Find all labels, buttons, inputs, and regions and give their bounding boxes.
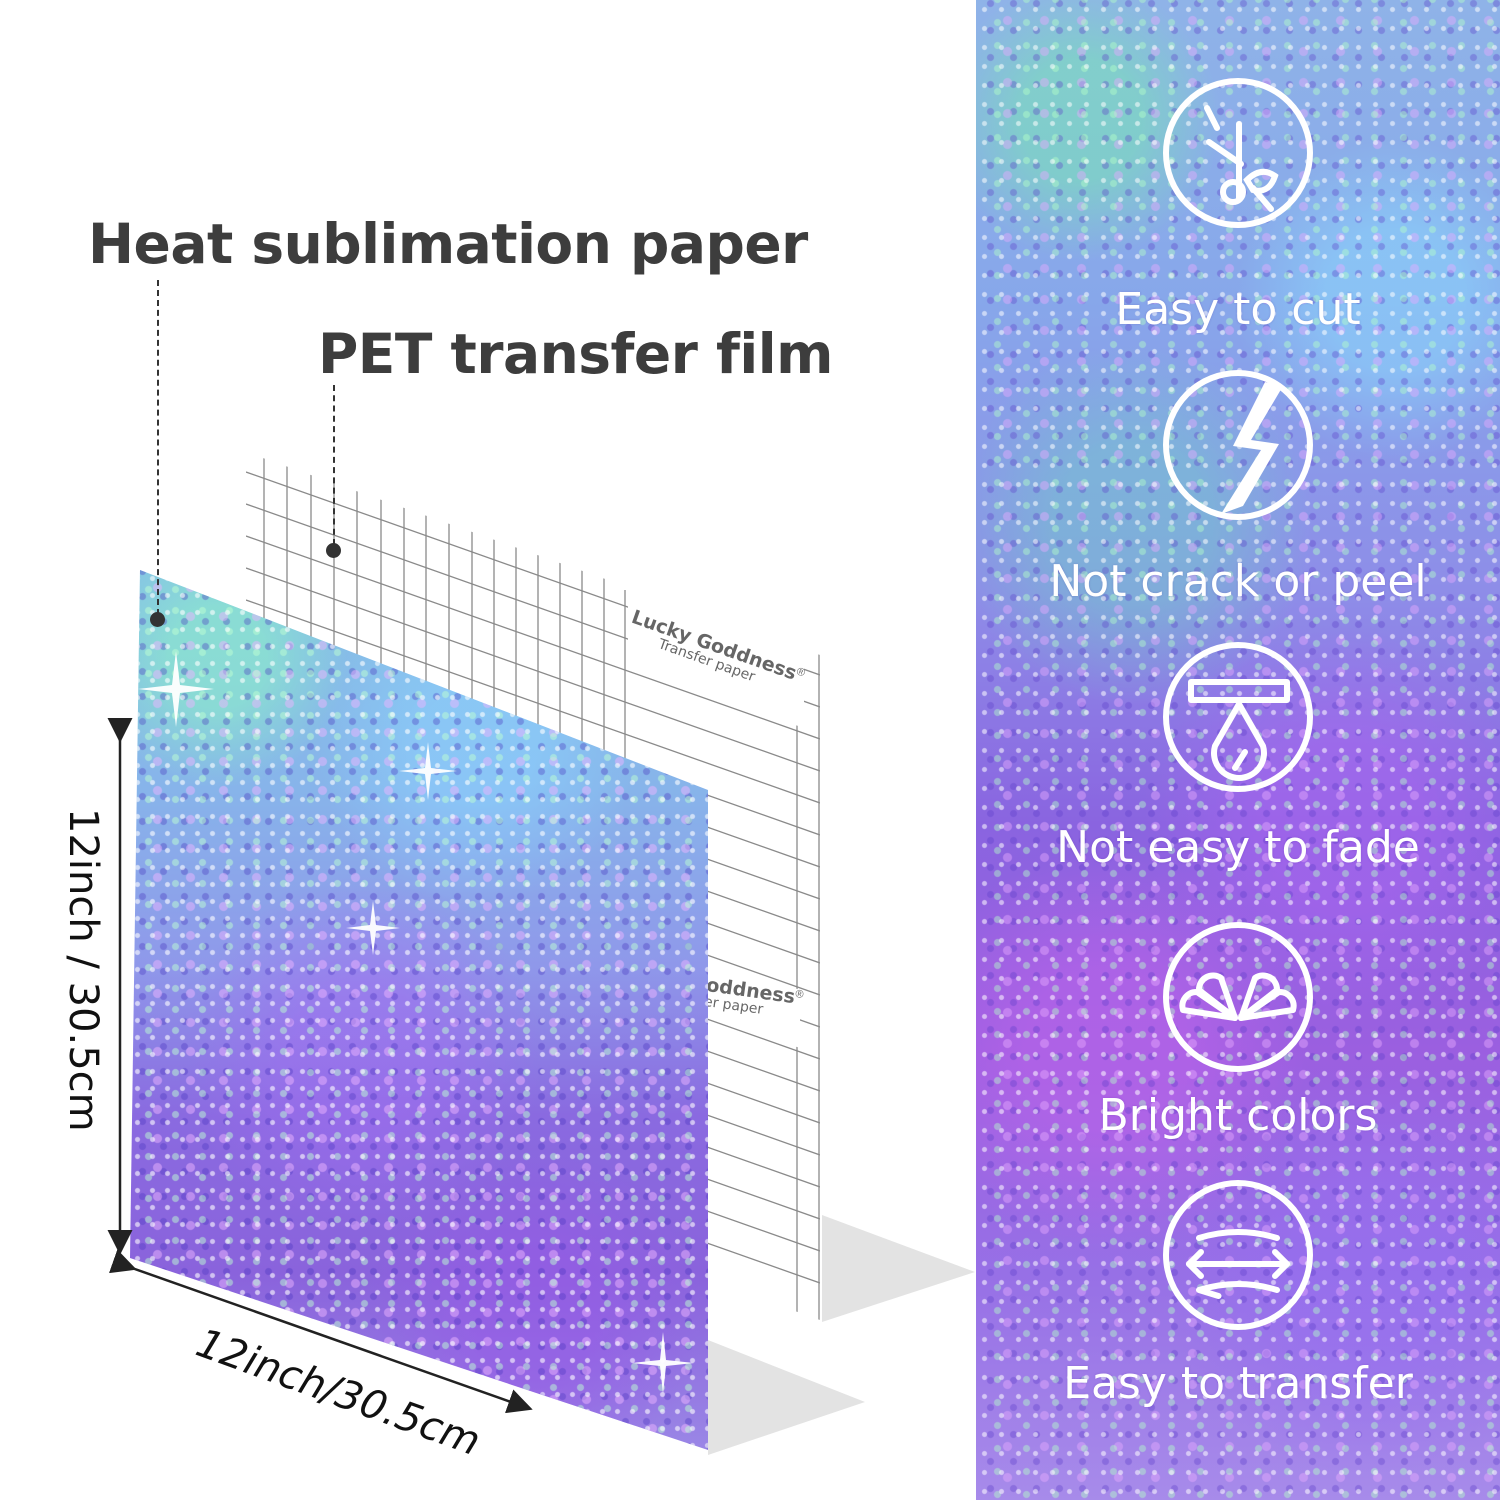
feature-label: Not crack or peel	[1049, 556, 1427, 607]
height-dimension-label: 12inch / 30.5cm	[60, 808, 106, 1132]
features-panel: Easy to cut Not crack or peel Not easy t…	[976, 0, 1500, 1500]
heat-leader-dot	[150, 612, 165, 627]
pet-leader-line	[333, 385, 335, 545]
sparkle-icons	[138, 651, 694, 1394]
feature-label: Bright colors	[1098, 1090, 1378, 1141]
dimension-arrows	[107, 718, 533, 1414]
lightning-icon	[1163, 370, 1313, 520]
sheet-shadows	[708, 1215, 975, 1455]
heat-leader-line	[157, 280, 159, 615]
feature-label: Not easy to fade	[1056, 822, 1420, 873]
pet-leader-dot	[326, 543, 341, 558]
scissors-icon	[1163, 78, 1313, 228]
petals-icon	[1163, 922, 1313, 1072]
feature-label: Easy to cut	[1115, 284, 1361, 335]
feature-label: Easy to transfer	[1063, 1358, 1413, 1409]
stretch-arrows-icon	[1163, 1180, 1313, 1330]
pet-transfer-film-label: PET transfer film	[318, 322, 833, 386]
drop-icon	[1163, 642, 1313, 792]
heat-sublimation-paper-label: Heat sublimation paper	[88, 212, 808, 276]
